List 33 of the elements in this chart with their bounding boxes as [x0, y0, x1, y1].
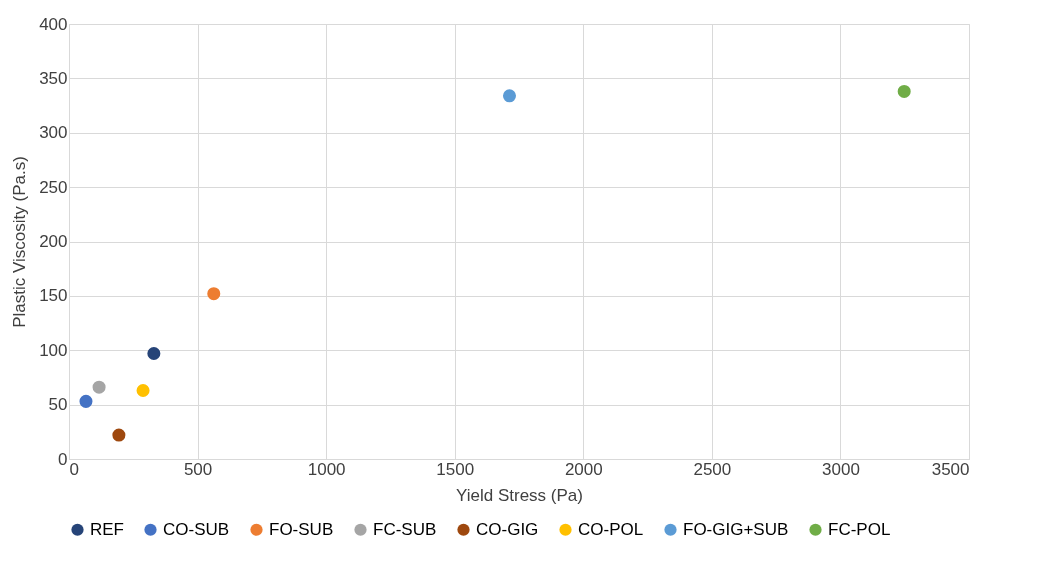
x-tick-label: 2500	[693, 459, 732, 479]
point	[147, 347, 161, 361]
y-axis-title: Plastic Viscosity (Pa.s)	[10, 156, 30, 328]
x-axis-title: Yield Stress (Pa)	[456, 485, 583, 505]
legend-label: FC-SUB	[373, 519, 437, 539]
point	[79, 394, 93, 408]
y-tick-label: 200	[39, 232, 68, 251]
point	[92, 380, 106, 394]
point	[136, 383, 150, 397]
point	[112, 428, 126, 442]
legend-label: REF	[90, 519, 124, 539]
x-tick-label: 3500	[931, 459, 970, 479]
y-tick-label: 150	[39, 286, 68, 306]
y-tick-label: 300	[39, 123, 68, 143]
point	[207, 287, 221, 301]
point	[502, 89, 516, 103]
legend-label: FO-GIG+SUB	[683, 519, 789, 539]
legend-label: CO-GIG	[476, 519, 539, 539]
x-tick-label: 1000	[307, 459, 346, 479]
x-tick-label: 1500	[436, 459, 475, 479]
x-tick-label: 500	[183, 459, 213, 479]
y-tick-label: 250	[39, 177, 68, 197]
y-tick-label: 350	[39, 68, 68, 88]
y-tick-label: 400	[39, 14, 68, 34]
legend-label: CO-POL	[578, 519, 644, 539]
point	[897, 84, 911, 98]
legend-label: FO-SUB	[269, 519, 334, 539]
x-tick-label: 3000	[822, 459, 860, 479]
y-tick-label: 50	[48, 395, 68, 415]
legend-label: FC-POL	[828, 519, 891, 539]
y-tick-label: 100	[39, 340, 68, 360]
x-tick-label: 2000	[564, 459, 603, 479]
legend-label: CO-SUB	[163, 519, 230, 539]
